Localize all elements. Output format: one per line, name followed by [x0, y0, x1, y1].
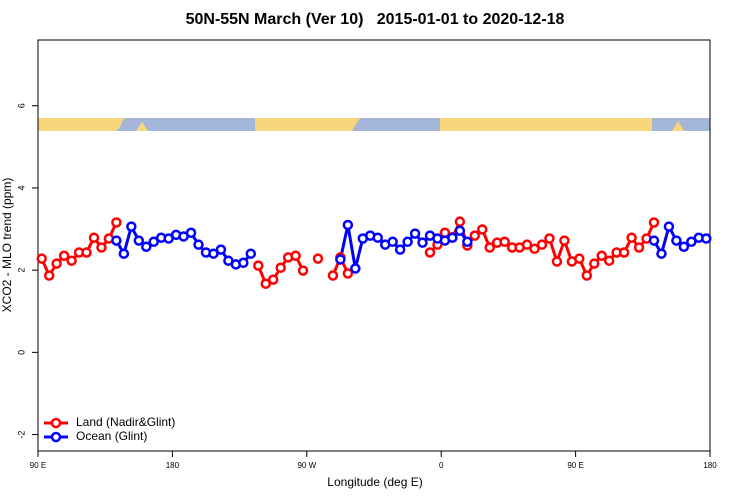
data-point: [663, 221, 675, 232]
x-tick-label: 90 E: [567, 461, 583, 470]
data-point: [544, 233, 555, 244]
legend-marker: [50, 417, 62, 429]
data-point: [275, 262, 286, 273]
data-point: [51, 258, 62, 269]
data-point: [633, 242, 645, 253]
data-point: [671, 235, 682, 246]
data-point: [43, 270, 55, 281]
data-point: [701, 233, 712, 244]
data-point: [686, 236, 697, 248]
data-point: [447, 232, 458, 243]
x-tick-label: 90 E: [30, 461, 46, 470]
chart-title: 50N-55N March (Ver 10) 2015-01-01 to 202…: [186, 11, 565, 28]
data-point: [551, 256, 563, 267]
data-point: [260, 278, 271, 289]
y-axis-label: XCO2 - MLO trend (ppm): [0, 178, 14, 313]
data-point: [312, 253, 324, 264]
data-point: [603, 255, 615, 266]
data-point: [499, 236, 510, 248]
data-point: [536, 239, 548, 250]
data-point: [424, 247, 436, 258]
data-point: [126, 221, 137, 232]
data-point: [678, 241, 690, 252]
data-point: [648, 217, 660, 228]
data-point: [118, 248, 130, 259]
data-point: [469, 230, 481, 241]
data-point: [96, 242, 107, 253]
data-point: [618, 247, 630, 258]
y-tick-label: 6: [16, 103, 26, 108]
data-point: [462, 236, 473, 248]
data-point: [596, 250, 607, 262]
data-point: [111, 235, 122, 246]
plot-frame: [37, 39, 711, 452]
x-tick-label: 180: [166, 461, 180, 470]
x-tick-label: 0: [439, 461, 444, 470]
data-point: [484, 242, 495, 253]
y-tick-label: -2: [16, 431, 26, 439]
data-point: [559, 235, 570, 246]
data-point: [521, 239, 533, 250]
data-point: [394, 244, 406, 255]
data-point: [238, 257, 249, 269]
data-point: [327, 270, 339, 281]
data-point: [387, 236, 398, 248]
data-point: [81, 247, 92, 258]
data-point: [626, 232, 637, 243]
data-point: [245, 248, 257, 259]
data-point: [454, 216, 466, 227]
data-point: [208, 248, 219, 259]
data-point: [656, 248, 667, 259]
data-point: [402, 236, 413, 248]
data-point: [342, 219, 354, 231]
data-point: [297, 265, 309, 276]
data-point: [342, 268, 354, 279]
map-strip: [38, 118, 710, 131]
data-point: [581, 270, 593, 281]
data-point: [58, 250, 70, 262]
data-point: [88, 232, 100, 243]
data-point: [148, 236, 159, 248]
x-tick-label: 180: [703, 461, 717, 470]
data-point: [409, 228, 421, 239]
data-point: [574, 253, 585, 264]
y-tick-label: 4: [16, 185, 26, 190]
x-axis-label: Longitude (deg E): [327, 475, 422, 489]
y-tick-label: 0: [16, 350, 26, 355]
data-point: [141, 241, 152, 252]
y-tick-label: 2: [16, 268, 26, 273]
data-point: [253, 260, 264, 271]
data-point: [589, 258, 600, 269]
data-point: [454, 225, 466, 236]
data-point: [477, 224, 488, 235]
data-point: [66, 255, 77, 266]
data-point: [111, 217, 122, 228]
data-point: [648, 235, 660, 246]
data-point: [193, 239, 204, 250]
data-point: [185, 227, 197, 239]
legend-marker: [50, 431, 62, 443]
data-point: [290, 250, 301, 262]
data-point: [267, 274, 279, 285]
data-point: [372, 232, 383, 243]
data-point: [417, 237, 428, 248]
x-tick-label: 90 W: [297, 461, 316, 470]
legend-label: Land (Nadir&Glint): [76, 415, 175, 429]
data-point: [36, 253, 47, 264]
data-point: [133, 235, 145, 246]
data-point: [335, 254, 346, 265]
data-point: [529, 243, 540, 255]
legend-label: Ocean (Glint): [76, 429, 147, 443]
data-point: [215, 244, 227, 255]
data-point: [350, 263, 361, 274]
